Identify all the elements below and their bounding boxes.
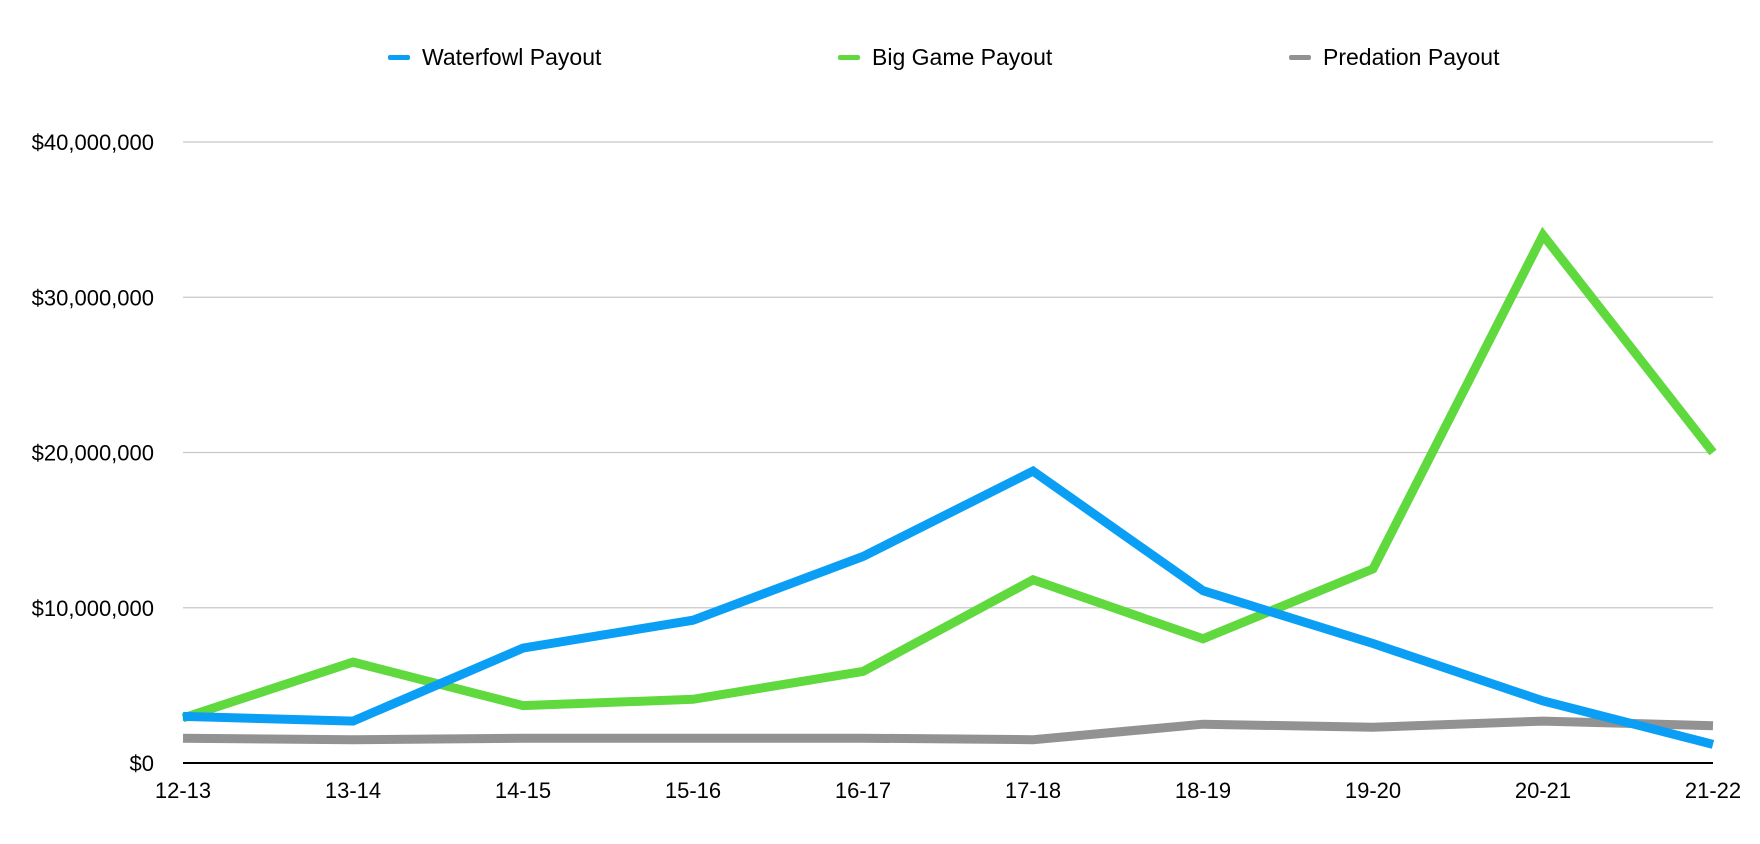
series-line-big-game-payout bbox=[181, 226, 1717, 723]
y-tick-label: $10,000,000 bbox=[32, 596, 154, 621]
series-line-waterfowl-payout bbox=[182, 465, 1715, 749]
legend-item-predation: Predation Payout bbox=[1289, 44, 1499, 71]
legend-swatch-big-game bbox=[838, 55, 860, 60]
x-tick-label: 14-15 bbox=[495, 778, 551, 803]
x-tick-label: 16-17 bbox=[835, 778, 891, 803]
y-tick-label: $30,000,000 bbox=[32, 285, 154, 310]
legend-item-waterfowl: Waterfowl Payout bbox=[388, 44, 601, 71]
axes: $0 $10,000,000 $20,000,000 $30,000,000 $40,0… bbox=[32, 130, 1741, 803]
series-lines bbox=[181, 226, 1717, 749]
gridlines bbox=[183, 141, 1713, 609]
x-tick-label: 17-18 bbox=[1005, 778, 1061, 803]
series-line-predation-payout bbox=[182, 716, 1714, 745]
y-tick-label: $40,000,000 bbox=[32, 130, 154, 155]
x-tick-label: 13-14 bbox=[325, 778, 381, 803]
y-tick-label: $0 bbox=[130, 751, 154, 776]
y-tick-label: $20,000,000 bbox=[32, 441, 154, 466]
x-tick-label: 21-22 bbox=[1685, 778, 1741, 803]
legend-swatch-predation bbox=[1289, 55, 1311, 60]
x-tick-label: 18-19 bbox=[1175, 778, 1231, 803]
legend-label-big-game: Big Game Payout bbox=[872, 44, 1053, 70]
legend-label-waterfowl: Waterfowl Payout bbox=[422, 44, 602, 70]
x-tick-label: 19-20 bbox=[1345, 778, 1401, 803]
x-tick-label: 20-21 bbox=[1515, 778, 1571, 803]
chart-legend: Waterfowl Payout Big Game Payout Predati… bbox=[0, 44, 1760, 74]
legend-swatch-waterfowl bbox=[388, 55, 410, 60]
legend-label-predation: Predation Payout bbox=[1323, 44, 1500, 70]
legend-item-big-game: Big Game Payout bbox=[838, 44, 1052, 71]
x-tick-label: 12-13 bbox=[155, 778, 211, 803]
x-tick-label: 15-16 bbox=[665, 778, 721, 803]
